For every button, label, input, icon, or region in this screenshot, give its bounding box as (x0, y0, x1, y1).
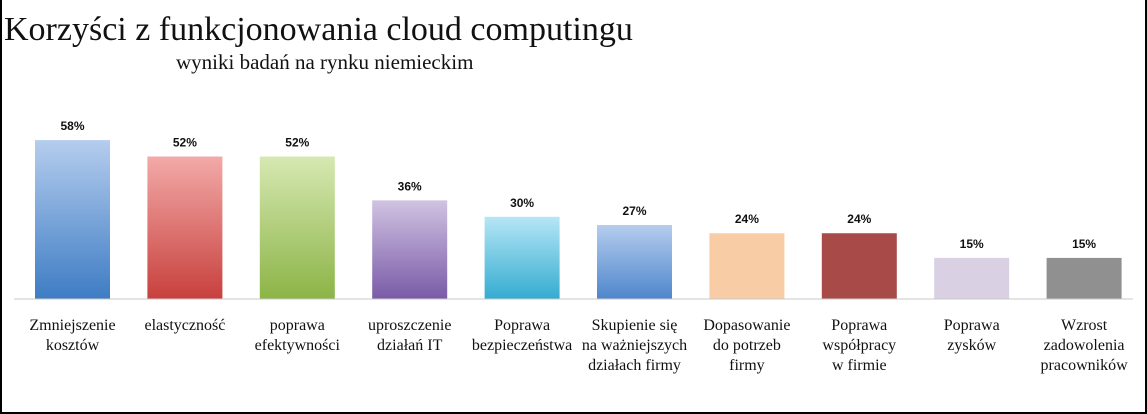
data-label: 15% (1072, 237, 1096, 251)
category-label: uproszczenie działań IT (368, 317, 452, 354)
data-label: 52% (285, 136, 309, 150)
bar (259, 156, 335, 299)
data-label: 24% (735, 212, 759, 226)
bar (147, 156, 223, 299)
category-label: Poprawa bezpieczeństwa (472, 317, 572, 354)
bar (709, 233, 785, 299)
bar (484, 216, 560, 299)
chart-title: Korzyści z funkcjonowania cloud computin… (4, 11, 633, 48)
data-label: 27% (622, 204, 646, 218)
bar (1046, 257, 1122, 299)
category-label: Wzrost zadowolenia pracowników (1041, 317, 1129, 374)
labels-group: 58% Zmniejszenie kosztów 52% elastyczność 52%… (29, 119, 1128, 374)
bar (597, 225, 672, 299)
data-label: 15% (960, 237, 984, 251)
bar (372, 200, 448, 299)
category-label: Poprawa współpracy w firmie (822, 317, 896, 374)
data-label: 24% (847, 212, 871, 226)
category-label: Zmniejszenie kosztów (29, 317, 115, 354)
category-label: poprawa efektywności (255, 317, 341, 354)
bars-group (35, 140, 1122, 299)
data-label: 58% (60, 119, 84, 133)
category-label: elastyczność (144, 317, 225, 334)
category-label: Skupienie się na ważniejszych działach fir… (582, 317, 687, 374)
data-label: 36% (398, 179, 422, 193)
bar (934, 257, 1010, 299)
bar (35, 140, 110, 299)
data-label: 52% (173, 136, 197, 150)
category-label: Dopasowanie do potrzeb firmy (703, 317, 790, 374)
category-label: Poprawa zysków (944, 317, 1000, 354)
chart-subtitle: wyniki badań na rynku niemieckim (176, 50, 473, 74)
bar (821, 233, 897, 299)
data-label: 30% (510, 196, 534, 210)
